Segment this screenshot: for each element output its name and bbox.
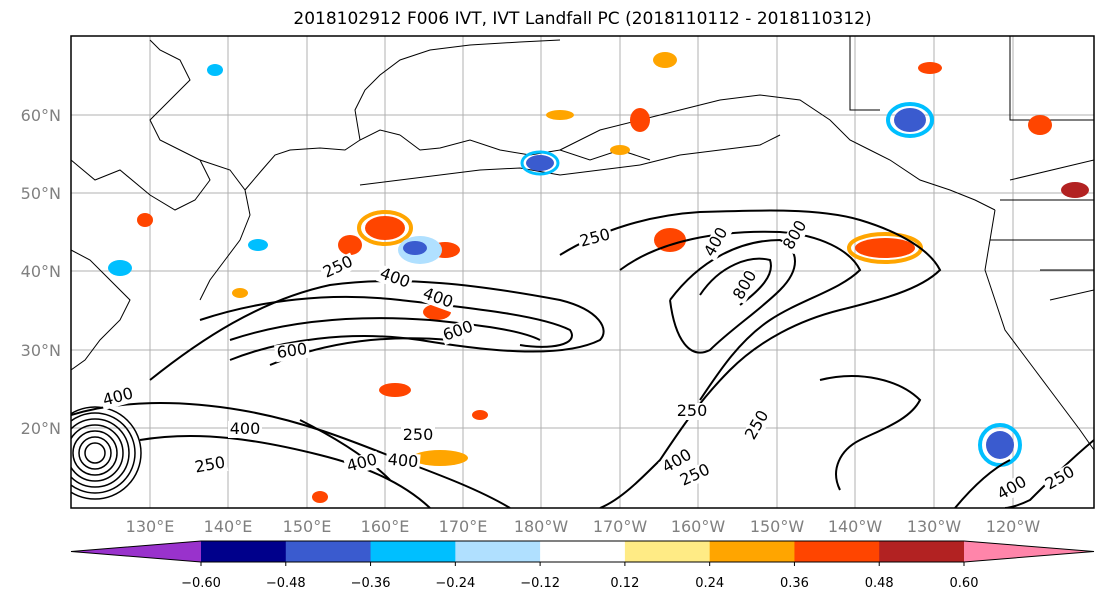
colorbar-tick-label: 0.24 <box>695 576 724 591</box>
colorbar-tick-label: 0.36 <box>780 576 809 591</box>
lon-label: 120°W <box>986 517 1041 536</box>
colorbar-segment <box>285 541 372 562</box>
typhoon-contours <box>71 406 142 500</box>
contour-label-bg <box>676 460 715 491</box>
colorbar-tick-label: 0.12 <box>610 576 639 591</box>
contour-label-bg <box>343 450 381 477</box>
contour-label: 250 <box>403 425 434 444</box>
colorbar: −0.60 −0.48 −0.36 −0.24 −0.12 0.12 0.24 0.36 0.4… <box>70 540 1095 591</box>
lat-label: 30°N <box>21 341 61 360</box>
contour-label-bg <box>385 451 421 472</box>
colorbar-segment <box>540 541 626 562</box>
lon-label: 180°W <box>514 517 569 536</box>
lat-label: 50°N <box>21 184 61 203</box>
colorbar-segment <box>201 541 287 562</box>
lat-label: 20°N <box>21 419 61 438</box>
contour-label-bg <box>274 340 311 363</box>
colorbar-segment <box>709 541 795 562</box>
contour-label-bg <box>439 317 478 346</box>
colorbar-extend-high <box>964 541 1094 562</box>
ivt-anomaly-shading <box>108 52 1089 503</box>
contour-label-bg <box>658 445 697 478</box>
contour-label-bg <box>741 406 774 445</box>
contour-label: 400 <box>230 419 261 438</box>
lon-label: 160°W <box>671 517 726 536</box>
contour-label-bg <box>700 223 733 262</box>
colorbar-tick-label: −0.24 <box>435 576 475 591</box>
lat-label: 40°N <box>21 262 61 281</box>
contour-label-bg <box>729 266 762 305</box>
lon-label: 150°E <box>283 517 332 536</box>
contour-label: 400 <box>387 450 419 472</box>
contour-label: 250 <box>677 401 708 420</box>
contour-label-bg <box>191 454 229 477</box>
colorbar-segment <box>624 541 711 562</box>
colorbar-tick-label: 0.48 <box>865 576 894 591</box>
lat-label: 60°N <box>21 106 61 125</box>
contour-label-bg <box>675 403 709 420</box>
colorbar-tick-label: −0.12 <box>520 576 560 591</box>
contour-label-bg <box>993 472 1032 505</box>
lon-label: 170°W <box>593 517 648 536</box>
lon-label: 130°E <box>126 517 175 536</box>
colorbar-tick-label: 0.60 <box>950 576 979 591</box>
contour-label: 600 <box>275 339 308 362</box>
colorbar-extend-low <box>71 541 201 562</box>
contour-label-bg <box>779 216 812 255</box>
colorbar-tick-label: −0.36 <box>351 576 391 591</box>
colorbar-segment <box>794 541 880 562</box>
ivt-contours <box>71 209 1094 508</box>
lon-label: 170°E <box>439 517 488 536</box>
contour-label-bg <box>401 427 435 444</box>
lon-label: 150°W <box>750 517 805 536</box>
latitude-labels: 60°N 50°N 40°N 30°N 20°N <box>21 106 61 438</box>
contour-label-bg <box>418 284 457 313</box>
colorbar-segment <box>455 541 541 562</box>
map-frame <box>70 35 1095 509</box>
contour-label-bg <box>99 384 137 411</box>
colorbar-segment <box>370 541 456 562</box>
lon-label: 140°W <box>828 517 883 536</box>
map-title: 2018102912 F006 IVT, IVT Landfall PC (20… <box>293 9 872 29</box>
contour-label-bg <box>319 252 358 283</box>
lon-label: 160°E <box>361 517 410 536</box>
coastlines <box>71 36 1094 451</box>
contour-label-bg <box>375 264 414 293</box>
contour-label-bg <box>1041 462 1080 495</box>
lon-label: 140°E <box>204 517 253 536</box>
longitude-labels: 130°E 140°E 150°E 160°E 170°E 180°W 170°W 160°W… <box>126 517 1041 536</box>
lon-label: 130°W <box>907 517 962 536</box>
colorbar-tick-label: −0.48 <box>266 576 306 591</box>
contour-label-bg <box>228 421 262 438</box>
colorbar-tick-label: −0.60 <box>181 576 221 591</box>
colorbar-segment <box>879 541 965 562</box>
